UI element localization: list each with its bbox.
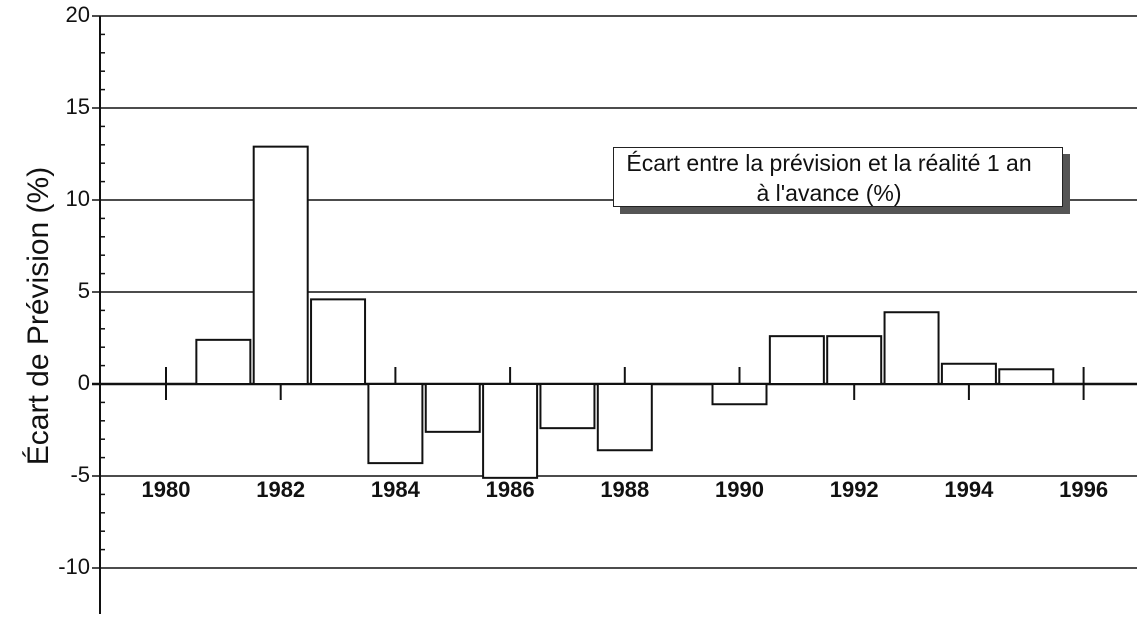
bar	[826, 335, 883, 386]
bar	[195, 338, 252, 385]
y-tick-label: -10	[58, 554, 90, 579]
bar	[940, 362, 997, 386]
bar	[883, 311, 940, 385]
x-tick-label: 1982	[256, 477, 305, 502]
y-tick-label: 10	[66, 186, 90, 211]
y-tick-label: 5	[78, 278, 90, 303]
bar	[768, 335, 825, 386]
y-tick-label: 0	[78, 370, 90, 395]
y-axis-label: Écart de Prévision (%)	[22, 167, 55, 465]
bar	[711, 383, 768, 406]
x-tick-label: 1980	[142, 477, 191, 502]
bar	[424, 383, 481, 433]
y-tick-label: 20	[66, 2, 90, 27]
bar	[596, 383, 653, 452]
bar	[539, 383, 596, 430]
y-tick-label: -5	[70, 462, 90, 487]
bar	[367, 383, 424, 465]
x-tick-label: 1990	[715, 477, 764, 502]
x-tick-label: 1984	[371, 477, 421, 502]
bar	[252, 145, 309, 385]
bar	[998, 368, 1055, 385]
x-tick-label: 1996	[1059, 477, 1108, 502]
x-tick-label: 1986	[486, 477, 535, 502]
x-tick-label: 1988	[600, 477, 649, 502]
y-tick-label: 15	[66, 94, 90, 119]
bar	[310, 298, 367, 385]
x-tick-label: 1992	[830, 477, 879, 502]
bar	[482, 383, 539, 479]
legend: Écart entre la prévision et la réalité 1…	[613, 147, 1063, 207]
x-tick-label: 1994	[944, 477, 994, 502]
